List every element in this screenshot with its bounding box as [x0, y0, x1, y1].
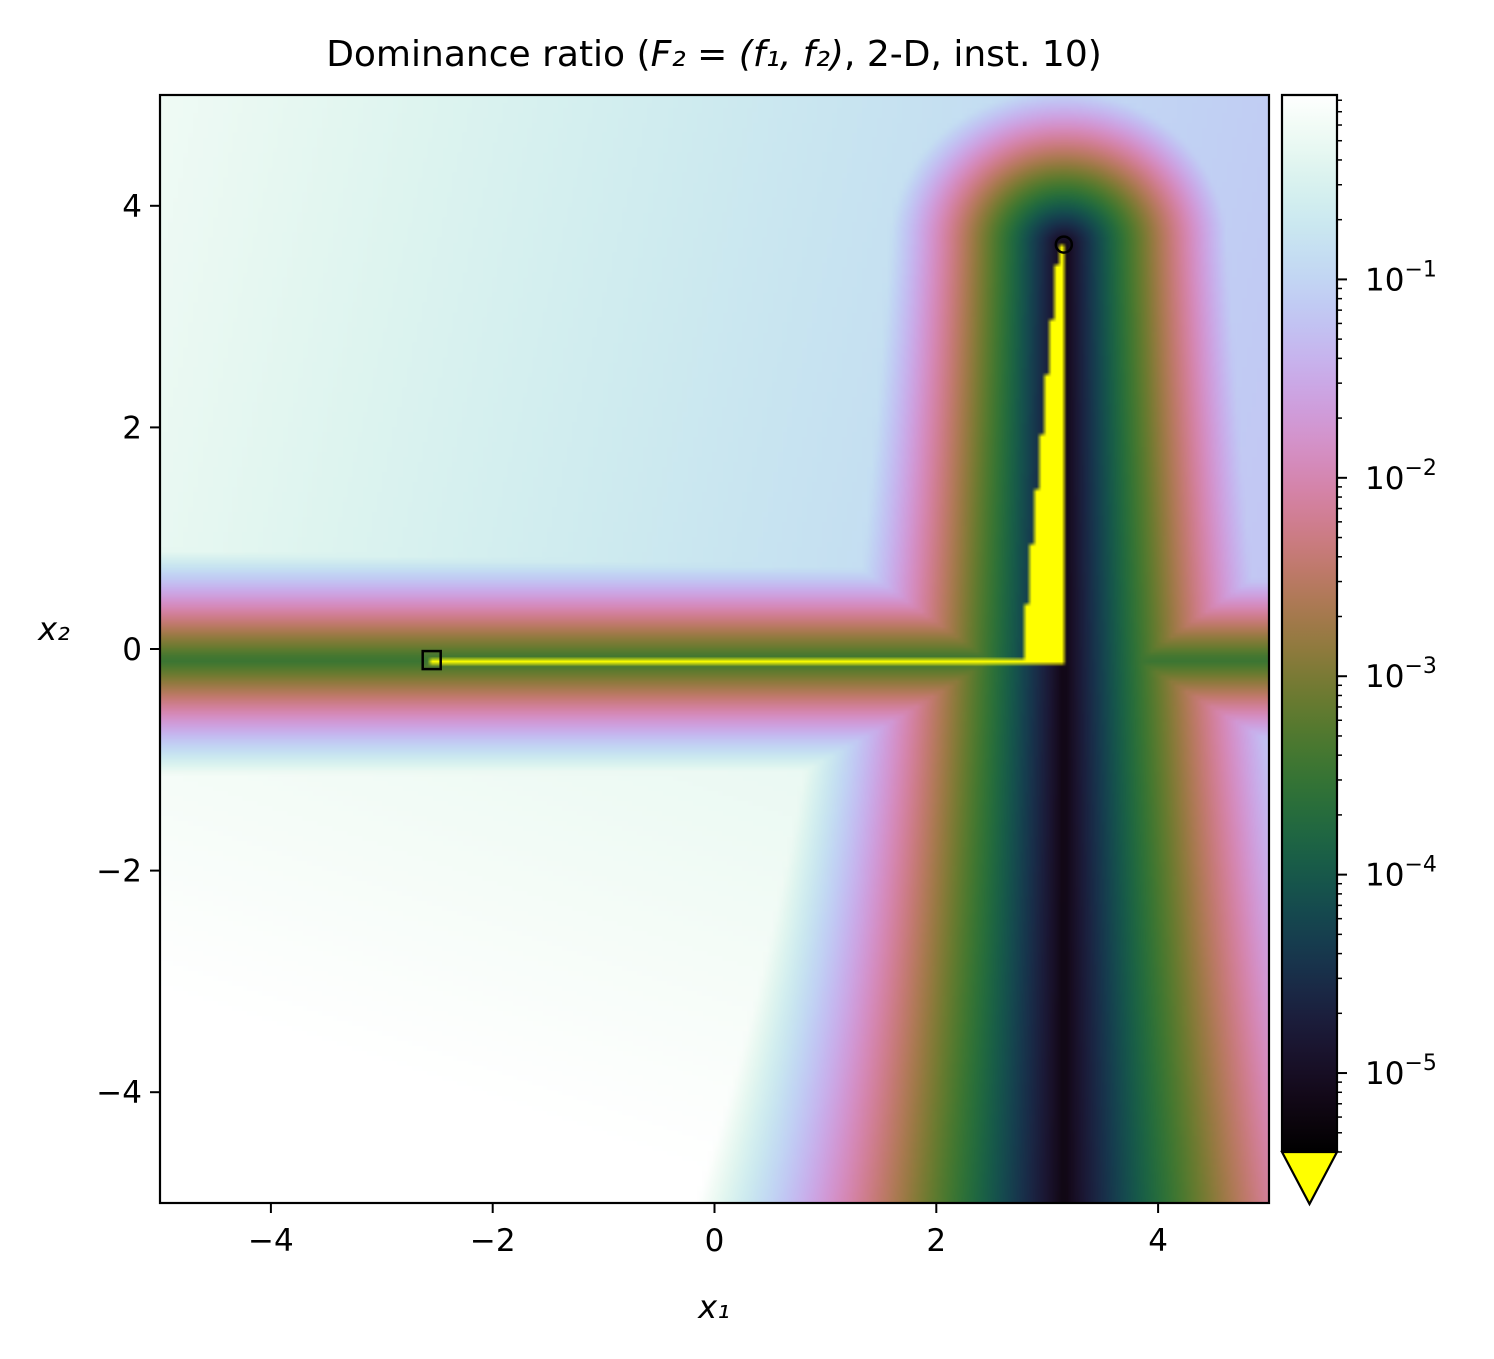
y-tick-label: 4 — [122, 189, 142, 225]
marker-optimum-f2 — [421, 649, 442, 671]
chart-title-suffix: , 2-D, inst. 10) — [844, 34, 1102, 75]
colorbar-tick-label: 10−2 — [1365, 456, 1437, 497]
colorbar: 10−1 10−2 10−3 10−4 10−5 — [1280, 93, 1437, 1207]
chart-title-math: F₂ = (f₁, f₂) — [651, 34, 844, 75]
x-axis-ticks: −4 −2 0 2 4 — [248, 1203, 1168, 1259]
chart-title: Dominance ratio (F₂ = (f₁, f₂), 2-D, ins… — [326, 34, 1102, 75]
colorbar-tick-label: 10−4 — [1365, 853, 1437, 894]
chart-title-prefix: Dominance ratio ( — [326, 34, 650, 75]
colorbar-gradient — [1282, 95, 1337, 1152]
heatmap-image — [160, 95, 1269, 1203]
x-tick-label: 4 — [1148, 1223, 1168, 1259]
x-tick-label: −4 — [248, 1223, 294, 1259]
y-tick-label: 2 — [122, 410, 142, 446]
colorbar-extend-triangle — [1280, 1150, 1339, 1207]
colorbar-tick-label: 10−3 — [1365, 654, 1437, 695]
x-tick-label: −2 — [470, 1223, 516, 1259]
colorbar-ticks: 10−1 10−2 10−3 10−4 10−5 — [1337, 99, 1437, 1153]
x-axis-label: x₁ — [697, 1288, 730, 1326]
y-axis-ticks: −4 −2 0 2 4 — [96, 189, 160, 1111]
marker-optimum-f1 — [1054, 235, 1074, 254]
x-tick-label: 2 — [926, 1223, 946, 1259]
x-tick-label: 0 — [705, 1223, 725, 1259]
y-tick-label: −4 — [96, 1075, 142, 1111]
colorbar-tick-label: 10−1 — [1365, 257, 1437, 298]
colorbar-tick-label: 10−5 — [1365, 1051, 1437, 1092]
heatmap — [160, 95, 1269, 1203]
y-tick-label: −2 — [96, 854, 142, 890]
colorbar-frame — [1280, 93, 1339, 1152]
y-axis-label: x₂ — [37, 610, 70, 648]
y-tick-label: 0 — [122, 632, 142, 668]
markers — [421, 235, 1074, 671]
